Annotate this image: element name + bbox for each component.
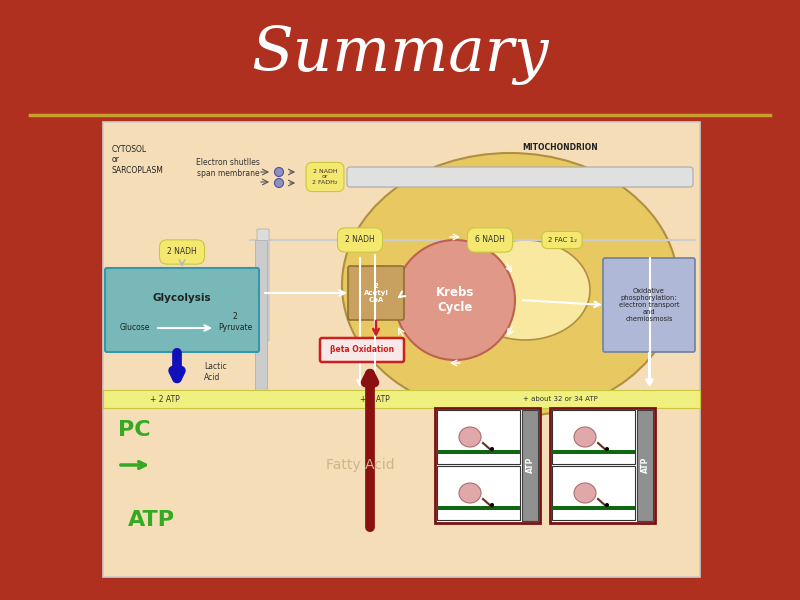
- FancyBboxPatch shape: [105, 268, 259, 352]
- Circle shape: [605, 447, 609, 451]
- Bar: [437, 506, 520, 510]
- Ellipse shape: [574, 483, 596, 503]
- Ellipse shape: [342, 153, 678, 417]
- Text: Glycolysis: Glycolysis: [153, 293, 211, 303]
- Bar: [552, 466, 635, 520]
- Text: ATP: ATP: [128, 510, 175, 530]
- Bar: [437, 450, 520, 454]
- Text: 2 NADH: 2 NADH: [167, 247, 197, 257]
- Bar: [550, 408, 655, 523]
- Text: 2 NADH: 2 NADH: [345, 235, 375, 245]
- FancyBboxPatch shape: [257, 229, 269, 341]
- FancyBboxPatch shape: [348, 266, 404, 320]
- Ellipse shape: [274, 167, 283, 176]
- Ellipse shape: [459, 483, 481, 503]
- Bar: [437, 466, 520, 520]
- Circle shape: [490, 503, 494, 507]
- Text: PC: PC: [118, 420, 150, 440]
- Text: Summary: Summary: [251, 25, 549, 85]
- Bar: [103, 390, 700, 408]
- Text: 2 FAC 1₂: 2 FAC 1₂: [547, 237, 577, 243]
- Text: + 2 ATP: + 2 ATP: [360, 395, 390, 403]
- Text: Electron shutlles
span membrane: Electron shutlles span membrane: [196, 158, 260, 178]
- Ellipse shape: [274, 179, 283, 187]
- Ellipse shape: [459, 427, 481, 447]
- Bar: [552, 506, 635, 510]
- Text: + 2 ATP: + 2 ATP: [150, 395, 180, 403]
- Bar: [435, 408, 540, 523]
- Text: ATP: ATP: [526, 457, 534, 473]
- Ellipse shape: [460, 240, 590, 340]
- Bar: [522, 410, 538, 521]
- Bar: [552, 450, 635, 454]
- Text: 6 NADH: 6 NADH: [475, 235, 505, 245]
- Text: Lactic
Acid: Lactic Acid: [204, 362, 226, 382]
- Ellipse shape: [574, 427, 596, 447]
- Text: + about 32 or 34 ATP: + about 32 or 34 ATP: [522, 396, 598, 402]
- Text: MITOCHONDRION: MITOCHONDRION: [522, 142, 598, 151]
- FancyBboxPatch shape: [347, 167, 693, 187]
- Text: ATP: ATP: [641, 457, 650, 473]
- FancyBboxPatch shape: [320, 338, 404, 362]
- Text: 2
Pyruvate: 2 Pyruvate: [218, 312, 252, 332]
- Bar: [437, 410, 520, 464]
- Text: 2 NADH
or
2 FADH₂: 2 NADH or 2 FADH₂: [312, 169, 338, 185]
- Text: CYTOSOL
or
SARCOPLASM: CYTOSOL or SARCOPLASM: [112, 145, 164, 175]
- Circle shape: [605, 503, 609, 507]
- Circle shape: [395, 240, 515, 360]
- Bar: [255, 240, 267, 390]
- Text: βeta Oxidation: βeta Oxidation: [330, 346, 394, 355]
- Bar: [103, 122, 700, 577]
- Text: Fatty Acid: Fatty Acid: [326, 458, 394, 472]
- Circle shape: [490, 447, 494, 451]
- Text: Krebs
Cycle: Krebs Cycle: [436, 286, 474, 314]
- Text: Oxidative
phosphorylation:
electron transport
and
chemiosmosis: Oxidative phosphorylation: electron tran…: [618, 288, 679, 322]
- Bar: [552, 410, 635, 464]
- FancyBboxPatch shape: [603, 258, 695, 352]
- Text: Glucose: Glucose: [120, 323, 150, 332]
- Text: 2
Acetyl
CoA: 2 Acetyl CoA: [363, 283, 389, 303]
- Bar: [637, 410, 653, 521]
